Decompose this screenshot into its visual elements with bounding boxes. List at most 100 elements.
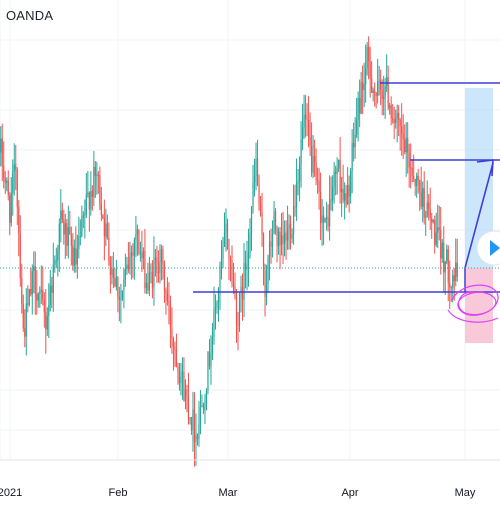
candle bbox=[198, 401, 200, 447]
candle bbox=[321, 198, 323, 246]
candle bbox=[341, 176, 343, 217]
candle bbox=[315, 148, 317, 186]
candle bbox=[190, 416, 193, 435]
candle bbox=[124, 253, 126, 287]
candle bbox=[443, 226, 445, 294]
candle bbox=[219, 261, 221, 311]
candle bbox=[25, 288, 27, 356]
candle bbox=[289, 215, 292, 250]
candle bbox=[154, 248, 157, 277]
x-tick-label: May bbox=[455, 487, 476, 499]
candle bbox=[192, 391, 194, 452]
candle bbox=[132, 243, 134, 279]
candle bbox=[84, 199, 86, 239]
candle bbox=[54, 255, 56, 273]
candle bbox=[237, 311, 239, 351]
candle bbox=[426, 180, 428, 218]
candle bbox=[117, 276, 119, 313]
candle bbox=[139, 241, 142, 262]
candle bbox=[240, 275, 242, 313]
x-tick-label: Apr bbox=[341, 487, 358, 499]
candlestick-series bbox=[0, 36, 458, 467]
candle bbox=[288, 214, 290, 250]
candle bbox=[73, 239, 75, 273]
candle bbox=[231, 245, 233, 288]
candle bbox=[422, 181, 424, 223]
candle bbox=[36, 269, 38, 315]
stop-zone[interactable] bbox=[465, 268, 493, 343]
candle bbox=[455, 238, 457, 287]
candle bbox=[453, 267, 455, 301]
candle bbox=[413, 154, 415, 182]
candle bbox=[405, 122, 407, 177]
candle bbox=[13, 143, 15, 196]
scribble-drawing[interactable] bbox=[447, 284, 499, 323]
candle bbox=[174, 341, 176, 367]
candle bbox=[283, 220, 286, 257]
candle bbox=[222, 236, 224, 269]
candle bbox=[336, 157, 338, 195]
projection-arrow[interactable] bbox=[464, 162, 494, 269]
x-tick-label: 2021 bbox=[0, 487, 22, 499]
play-icon bbox=[490, 240, 500, 256]
candle bbox=[246, 240, 248, 291]
drawing-tools-layer[interactable] bbox=[0, 82, 500, 343]
candle bbox=[7, 170, 9, 201]
candle bbox=[199, 390, 202, 435]
candle bbox=[310, 122, 313, 177]
candle bbox=[82, 211, 84, 229]
candle bbox=[255, 142, 257, 191]
candle bbox=[380, 69, 382, 106]
candle bbox=[360, 72, 362, 115]
candle bbox=[339, 137, 341, 204]
candle bbox=[177, 362, 179, 385]
candle bbox=[323, 206, 325, 246]
candle bbox=[241, 273, 244, 321]
candle bbox=[169, 295, 172, 349]
candle bbox=[235, 289, 238, 343]
candle bbox=[123, 268, 125, 309]
candle bbox=[75, 226, 77, 273]
candle bbox=[145, 273, 148, 294]
candle bbox=[196, 433, 199, 446]
arrow-head-icon bbox=[476, 159, 494, 177]
candle bbox=[264, 263, 266, 317]
candle bbox=[286, 205, 289, 250]
candle bbox=[416, 172, 418, 198]
candle bbox=[93, 150, 95, 206]
candle bbox=[121, 290, 123, 301]
x-tick-label: Mar bbox=[219, 487, 238, 499]
candle bbox=[108, 222, 110, 266]
candle bbox=[291, 228, 293, 244]
candle bbox=[414, 178, 416, 196]
candle bbox=[401, 103, 403, 156]
candle bbox=[365, 44, 367, 103]
candle bbox=[94, 161, 96, 198]
candle bbox=[438, 205, 440, 241]
candle bbox=[306, 103, 308, 136]
candle bbox=[446, 244, 448, 265]
candle bbox=[27, 285, 29, 313]
candle bbox=[398, 105, 400, 137]
candle bbox=[228, 238, 230, 281]
candle bbox=[180, 363, 182, 396]
candle bbox=[205, 388, 208, 411]
play-button[interactable] bbox=[476, 230, 500, 266]
candle bbox=[10, 177, 12, 227]
candle bbox=[160, 244, 163, 281]
candle bbox=[277, 227, 280, 255]
candle bbox=[4, 171, 6, 195]
candle bbox=[64, 213, 66, 259]
candle bbox=[387, 65, 389, 111]
candle bbox=[28, 288, 30, 307]
candle bbox=[419, 179, 421, 211]
candle bbox=[78, 216, 80, 259]
candle bbox=[383, 75, 385, 116]
candle bbox=[183, 357, 185, 402]
candle bbox=[363, 62, 365, 108]
candle bbox=[100, 186, 102, 222]
candle bbox=[410, 143, 412, 189]
candle bbox=[21, 263, 23, 314]
